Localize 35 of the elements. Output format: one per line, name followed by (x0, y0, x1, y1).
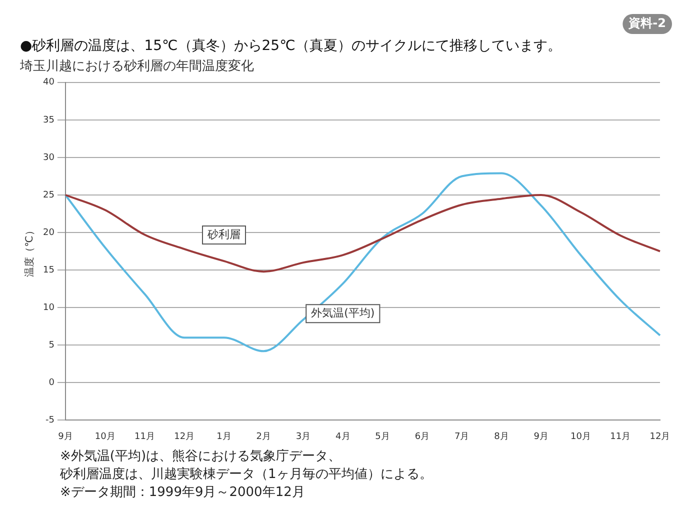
y-tick-label: 20 (43, 228, 55, 238)
text: ※外気温(平均)は、熊谷における気象庁データ、 (60, 448, 342, 464)
x-tick-label: 6月 (414, 432, 430, 442)
x-tick-label: 8月 (494, 432, 509, 442)
x-tick-label: 7月 (454, 432, 470, 442)
x-tick-label: 3月 (296, 432, 311, 442)
x-tick-label: 9月 (534, 432, 548, 442)
y-tick-label: 10 (43, 302, 55, 313)
y-tick-label: 5 (48, 340, 54, 350)
x-tick-label: 12月 (174, 432, 195, 442)
chart-subtitle: 埼玉川越における砂利層の年間温度変化 (19, 58, 254, 74)
x-tick-label: 4月 (336, 432, 350, 442)
y-tick-label: 30 (43, 152, 55, 163)
y-axis-title: 温度（℃） (24, 226, 36, 277)
x-tick-label: 11月 (134, 432, 155, 442)
x-tick-label: 10月 (94, 432, 116, 442)
text: ※データ期間：1999年9月～2000年12月 (60, 485, 305, 500)
x-tick-label: 9月 (58, 432, 73, 442)
chart-title: ●砂利層の温度は、15℃（真冬）から25℃（真夏）のサイクルにて推移しています。 (20, 38, 562, 54)
y-tick-label: 35 (43, 115, 54, 126)
y-tick-label: 15 (43, 265, 54, 276)
text: 砂利層温度は、川越実験棟データ（1ヶ月毎の平均値）による。 (59, 466, 432, 482)
text: 資料-2 (628, 16, 666, 30)
x-tick-label: 5月 (375, 432, 390, 442)
x-tick-label: 12月 (650, 432, 670, 442)
x-tick-label: 1月 (216, 432, 232, 442)
series-label: 外気温(平均) (311, 306, 375, 320)
y-tick-label: 0 (48, 378, 55, 388)
x-tick-label: 10月 (570, 432, 591, 442)
y-tick-label: -5 (45, 416, 54, 426)
y-tick-label: 25 (43, 190, 54, 200)
y-tick-label: 40 (43, 78, 55, 88)
x-tick-label: 11月 (610, 432, 631, 442)
series-label: 砂利層 (206, 228, 240, 241)
x-tick-label: 2月 (256, 432, 271, 442)
